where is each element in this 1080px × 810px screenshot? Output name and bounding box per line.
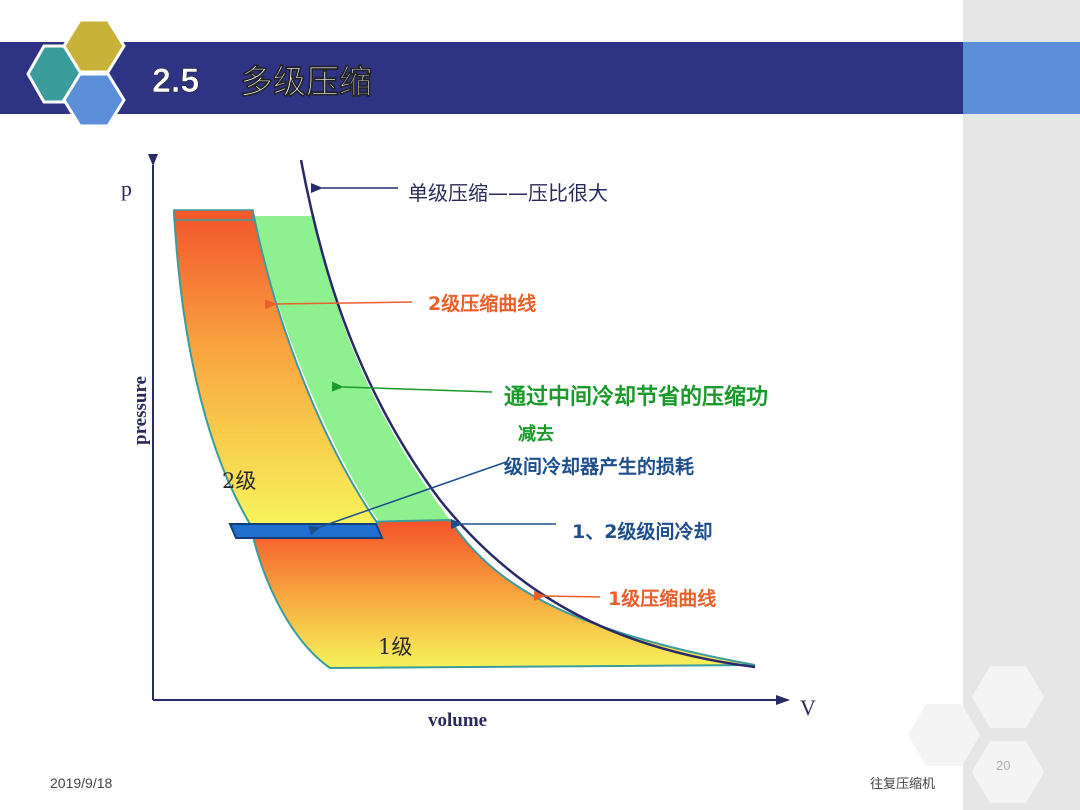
stage2-curve-annotation: 2级压缩曲线 (428, 292, 536, 315)
stage1-region (248, 518, 756, 670)
v-label: V (800, 695, 816, 720)
stage1-curve-arrow (533, 590, 601, 601)
cooler-loss-arrow (307, 461, 507, 536)
footer-title: 往复压缩机 (870, 776, 935, 792)
saved-work-annotation-2: 减去 (518, 423, 554, 445)
hexagon-logo-icon (26, 18, 126, 128)
single-stage-annotation: 单级压缩——压比很大 (408, 181, 608, 205)
intercooler-band (228, 523, 384, 539)
p-label: p (121, 176, 132, 201)
page-number: 20 (996, 758, 1010, 773)
section-number: 2.5 (152, 62, 199, 100)
saved-work-annotation: 通过中间冷却节省的压缩功 (504, 384, 768, 410)
saved-work-region (253, 216, 450, 520)
stage2-top-band (173, 209, 254, 221)
page-title: 多级压缩 (240, 62, 372, 101)
hexagon-decor-icon (908, 666, 1044, 803)
y-axis-label: pressure (130, 376, 151, 445)
footer-date: 2019/9/18 (50, 775, 112, 791)
single-stage-curve (299, 159, 756, 669)
saved-work-arrow (331, 381, 493, 393)
stage2-label: 2级 (222, 469, 256, 493)
x-axis-arrow-icon (776, 695, 790, 705)
sidebar-accent (963, 42, 1080, 114)
stage2-curve-arrow (264, 299, 413, 310)
x-axis-label: volume (428, 710, 487, 731)
header-bar (0, 42, 963, 114)
intercooling-annotation: 1、2级级间冷却 (572, 520, 712, 543)
stage1-curve-annotation: 1级压缩曲线 (608, 587, 716, 610)
cooler-loss-annotation: 级间冷却器产生的损耗 (504, 455, 694, 478)
stage1-label: 1级 (378, 635, 412, 659)
